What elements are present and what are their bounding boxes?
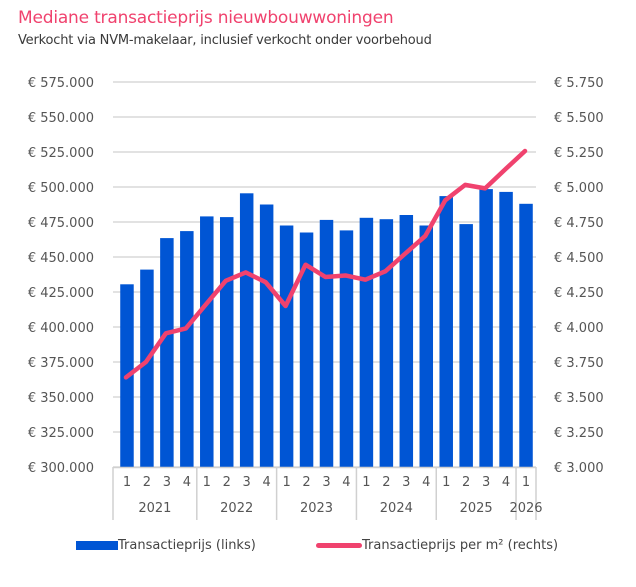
quarter-label: 4 — [422, 475, 430, 490]
bar[interactable] — [459, 224, 473, 467]
right-axis: € 3.000 € 3.250 € 3.500 € 3.750 € 4.000 € 4.2… — [554, 76, 604, 476]
quarter-label: 1 — [282, 475, 290, 490]
quarter-label: 4 — [342, 475, 350, 490]
right-tick-label: € 5.250 — [554, 146, 604, 161]
bar[interactable] — [319, 219, 334, 467]
bar[interactable] — [200, 216, 214, 467]
bar[interactable] — [339, 230, 354, 467]
left-tick-label: € 550.000 — [28, 111, 94, 126]
quarter-label: 4 — [263, 475, 271, 490]
right-tick-label: € 4.500 — [554, 251, 604, 266]
quarter-label: 4 — [502, 475, 510, 490]
bar[interactable] — [219, 217, 234, 467]
bar[interactable] — [519, 203, 533, 468]
legend-item-per-m2[interactable]: Transactieprijs per m² (rechts) — [316, 538, 558, 553]
right-tick-label: € 5.750 — [554, 76, 604, 91]
legend-line-swatch — [316, 543, 362, 548]
right-tick-label: € 4.000 — [554, 321, 604, 336]
bar[interactable] — [140, 269, 154, 467]
quarter-label: 2 — [382, 475, 390, 490]
bar[interactable] — [479, 189, 493, 467]
bar[interactable] — [279, 225, 294, 468]
year-label: 2023 — [300, 501, 333, 516]
bar[interactable] — [359, 217, 374, 467]
legend-label: Transactieprijs (links) — [118, 538, 256, 553]
quarter-label: 1 — [123, 475, 131, 490]
right-tick-label: € 3.250 — [554, 426, 604, 441]
year-label: 2024 — [380, 501, 413, 516]
right-tick-label: € 3.750 — [554, 356, 604, 371]
left-tick-label: € 400.000 — [28, 321, 94, 336]
bar[interactable] — [499, 191, 513, 467]
year-label: 2022 — [220, 501, 253, 516]
right-tick-label: € 5.500 — [554, 111, 604, 126]
bar[interactable] — [379, 219, 394, 467]
right-tick-label: € 3.000 — [554, 461, 604, 476]
quarter-label: 3 — [402, 475, 410, 490]
quarter-label: 1 — [522, 475, 530, 490]
left-tick-label: € 475.000 — [28, 216, 94, 231]
quarter-label: 2 — [462, 475, 470, 490]
left-axis: € 300.000 € 325.000 € 350.000 € 375.000 € 40… — [28, 76, 94, 476]
year-label: 2021 — [138, 501, 171, 516]
right-tick-label: € 5.000 — [554, 181, 604, 196]
left-tick-label: € 375.000 — [28, 356, 94, 371]
left-tick-label: € 300.000 — [28, 461, 94, 476]
year-label: 2026 — [509, 501, 542, 516]
left-tick-label: € 350.000 — [28, 391, 94, 406]
bar[interactable] — [399, 215, 414, 467]
quarter-label: 3 — [322, 475, 330, 490]
year-label: 2025 — [460, 501, 493, 516]
left-tick-label: € 425.000 — [28, 286, 94, 301]
quarter-label: 4 — [183, 475, 191, 490]
right-tick-label: € 4.250 — [554, 286, 604, 301]
quarter-label: 2 — [302, 475, 310, 490]
legend: Transactieprijs (links) Transactieprijs … — [0, 538, 636, 558]
quarter-label: 2 — [223, 475, 231, 490]
quarter-label: 3 — [243, 475, 251, 490]
left-tick-label: € 325.000 — [28, 426, 94, 441]
bar[interactable] — [259, 204, 274, 468]
quarter-label: 1 — [362, 475, 370, 490]
quarter-label: 3 — [482, 475, 490, 490]
left-tick-label: € 500.000 — [28, 181, 94, 196]
line-series — [123, 148, 528, 380]
legend-label: Transactieprijs per m² (rechts) — [362, 538, 559, 553]
right-tick-label: € 3.500 — [554, 391, 604, 406]
legend-bar-swatch — [76, 541, 118, 550]
quarter-label: 3 — [163, 475, 171, 490]
quarter-label: 2 — [143, 475, 151, 490]
chart-subtitle: Verkocht via NVM-makelaar, inclusief ver… — [18, 33, 432, 48]
quarter-label: 1 — [203, 475, 211, 490]
right-tick-label: € 4.750 — [554, 216, 604, 231]
bar[interactable] — [180, 231, 194, 467]
bar[interactable] — [239, 193, 254, 468]
chart-title: Mediane transactieprijs nieuwbouwwoninge… — [18, 8, 394, 28]
bar[interactable] — [439, 196, 453, 467]
bar[interactable] — [299, 232, 314, 468]
quarter-label: 1 — [442, 475, 450, 490]
left-tick-label: € 450.000 — [28, 251, 94, 266]
bar[interactable] — [419, 225, 434, 468]
left-tick-label: € 525.000 — [28, 146, 94, 161]
left-tick-label: € 575.000 — [28, 76, 94, 91]
legend-item-transactieprijs[interactable]: Transactieprijs (links) — [76, 538, 256, 553]
bar[interactable] — [160, 238, 174, 467]
